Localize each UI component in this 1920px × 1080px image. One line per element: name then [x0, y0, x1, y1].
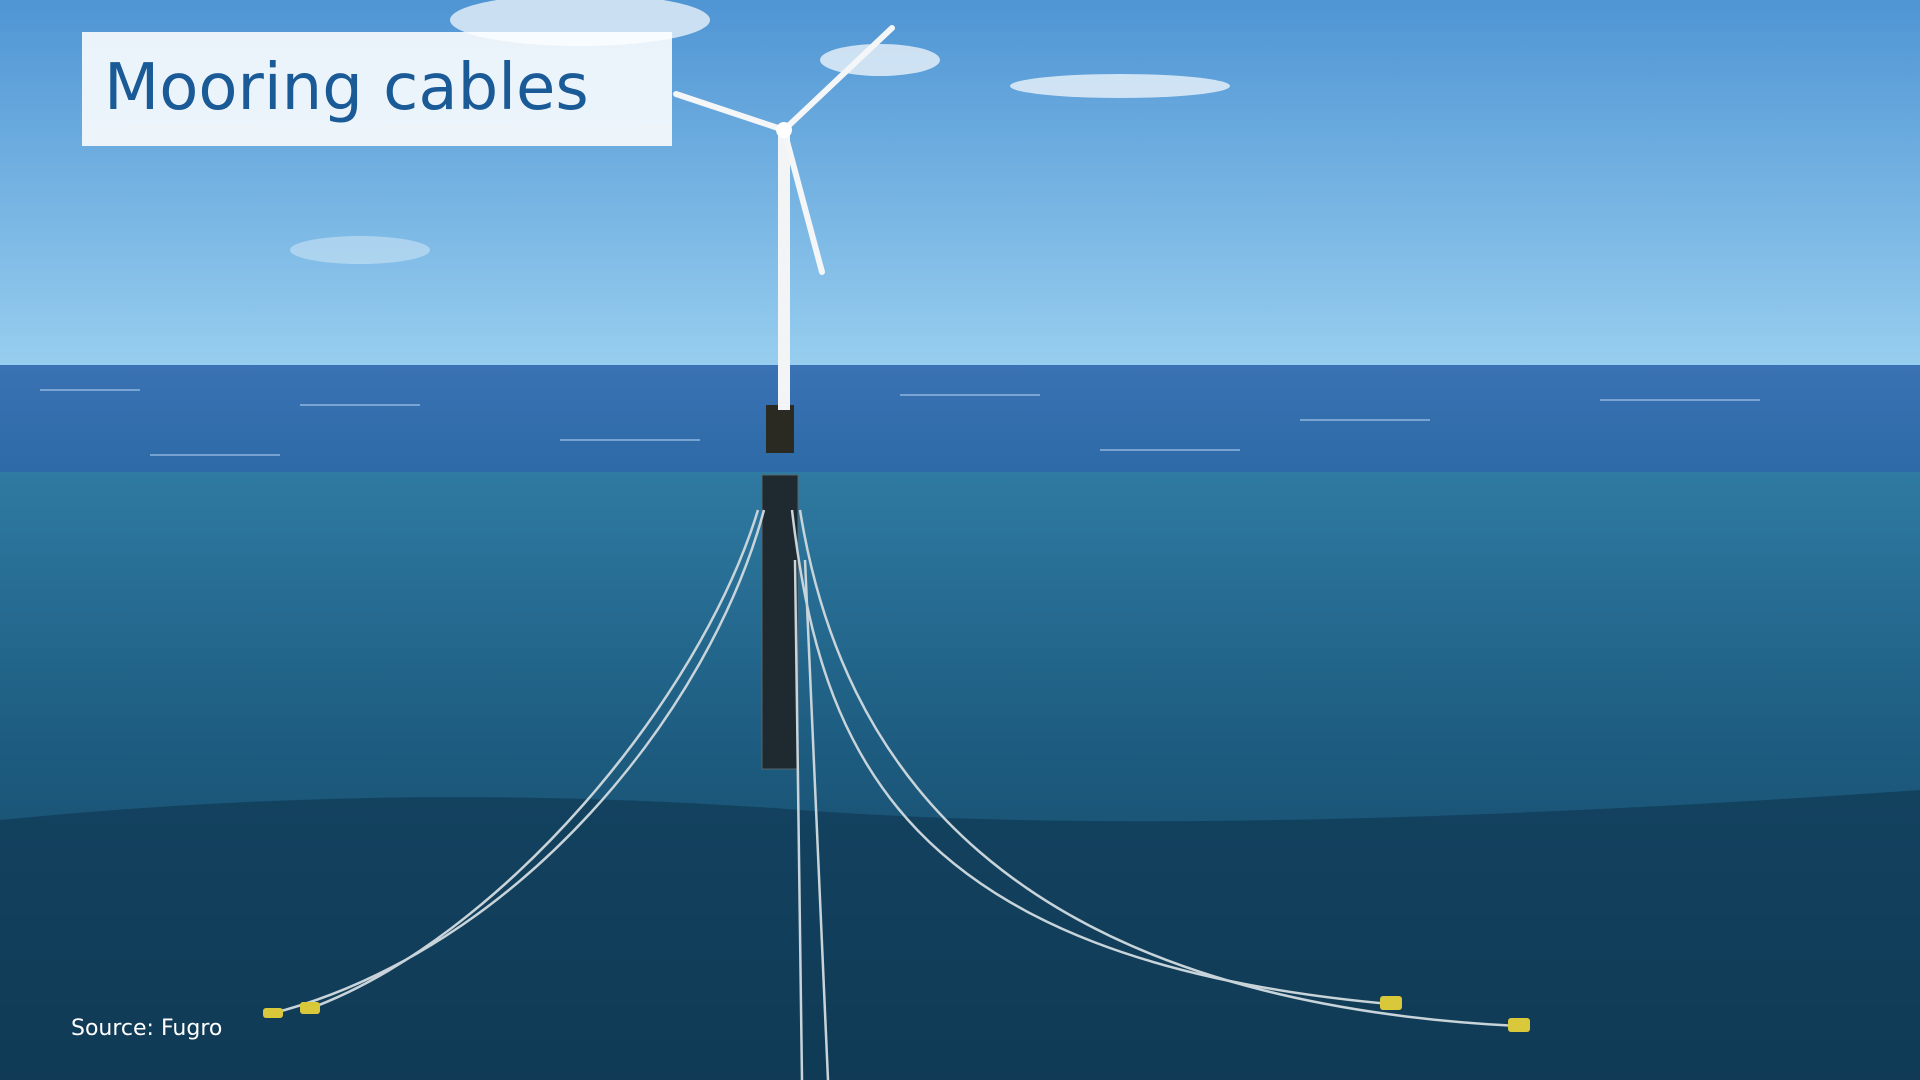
hub — [776, 122, 792, 138]
tower — [778, 135, 790, 410]
sea-surface — [0, 365, 1920, 475]
title-box: Mooring cables — [82, 32, 672, 146]
waves — [40, 389, 1760, 456]
anchors — [263, 996, 1530, 1032]
source-caption: Source: Fugro — [71, 1016, 223, 1041]
spar-buoy — [761, 474, 799, 770]
seabed — [0, 790, 1920, 1080]
slide-title: Mooring cables — [104, 51, 589, 125]
mooring-cables — [269, 509, 1519, 1080]
rotor-blades — [673, 25, 895, 275]
transition-piece — [766, 405, 794, 453]
